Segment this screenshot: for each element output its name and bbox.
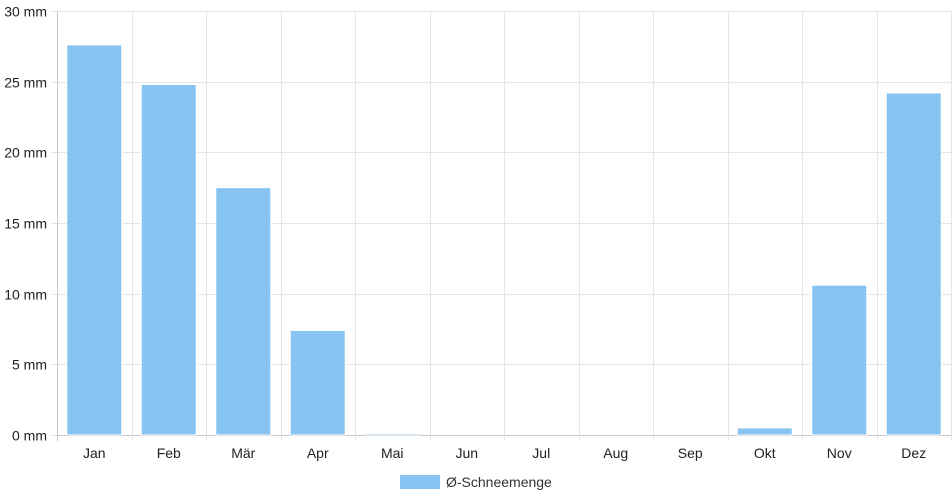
- y-tick-label: 0 mm: [12, 428, 47, 444]
- bar-Nov[interactable]: [811, 284, 868, 436]
- x-axis: Jan Feb Mär Apr Mai Jun Jul Aug Sep Okt Nov Dez: [83, 445, 926, 461]
- x-tick-label: Okt: [754, 445, 776, 461]
- x-tick-label: Dez: [901, 445, 926, 461]
- x-tick-label: Sep: [678, 445, 703, 461]
- x-tick-label: Mär: [231, 445, 255, 461]
- bar-Jan[interactable]: [66, 44, 123, 436]
- y-tick-label: 5 mm: [12, 357, 47, 373]
- y-tick-label: 25 mm: [4, 75, 47, 91]
- x-tick-label: Jun: [455, 445, 478, 461]
- x-tick-label: Apr: [307, 445, 329, 461]
- x-tick-label: Mai: [381, 445, 404, 461]
- y-tick-label: 20 mm: [4, 145, 47, 161]
- x-tick-label: Jan: [83, 445, 106, 461]
- x-tick-label: Jul: [532, 445, 550, 461]
- bar-Mär[interactable]: [215, 187, 272, 436]
- bar-Apr[interactable]: [289, 329, 346, 436]
- x-tick-label: Aug: [603, 445, 628, 461]
- x-tick-label: Nov: [827, 445, 852, 461]
- bar-Dez[interactable]: [885, 92, 942, 436]
- y-tick-label: 15 mm: [4, 216, 47, 232]
- bars: [66, 44, 942, 436]
- bar-Feb[interactable]: [140, 83, 197, 436]
- legend-label[interactable]: Ø-Schneemenge: [446, 474, 552, 490]
- bar-Mai[interactable]: [364, 433, 421, 436]
- x-tick-label: Feb: [157, 445, 181, 461]
- y-axis: 0 mm 5 mm 10 mm 15 mm 20 mm 25 mm 30 mm: [4, 4, 47, 444]
- bar-Okt[interactable]: [736, 427, 793, 436]
- y-tick-label: 30 mm: [4, 4, 47, 20]
- legend[interactable]: Ø-Schneemenge: [400, 474, 552, 490]
- legend-swatch[interactable]: [400, 475, 440, 489]
- y-tick-label: 10 mm: [4, 287, 47, 303]
